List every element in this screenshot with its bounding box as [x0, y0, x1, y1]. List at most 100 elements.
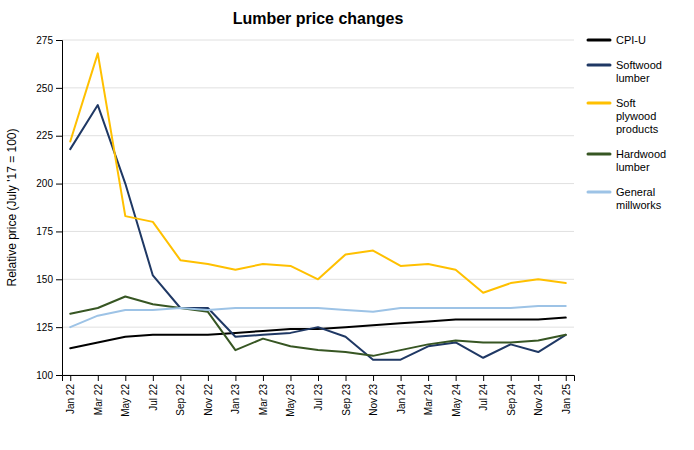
y-tick-label: 125 [36, 322, 53, 333]
x-tick: Mar 23 [258, 375, 269, 415]
y-tick-mark [56, 231, 62, 232]
lines [70, 53, 565, 359]
x-tick-label: Nov 22 [203, 384, 214, 416]
x-tick: Sep 24 [506, 375, 517, 416]
x-tick: Sep 22 [175, 375, 186, 416]
x-tick-label: May 24 [451, 384, 462, 417]
legend-label: Generalmillworks [616, 186, 662, 211]
x-tick: Sep 23 [341, 375, 352, 416]
y-tick: 175 [36, 226, 62, 237]
x-tick-label: Nov 24 [533, 384, 544, 416]
grid-line [62, 135, 574, 136]
legend-item: Hardwoodlumber [588, 148, 666, 173]
legend-label-line: plywood [616, 110, 656, 122]
x-tick: Jan 25 [561, 375, 572, 414]
x-tick: Nov 24 [533, 375, 544, 416]
grid-line [62, 183, 574, 184]
y-tick-mark [56, 40, 62, 41]
x-tick-label: Nov 23 [368, 384, 379, 416]
y-tick: 275 [36, 35, 62, 46]
y-tick-label: 225 [36, 130, 53, 141]
legend-label-line: Softwood [616, 59, 662, 71]
legend-label-line: lumber [616, 72, 650, 84]
legend-label: Softplywoodproducts [616, 97, 659, 135]
series-line [70, 53, 565, 292]
grid [62, 40, 574, 375]
x-tick: Mar 24 [423, 375, 434, 415]
legend-label-line: General [616, 186, 655, 198]
x-tick: Jan 22 [65, 375, 76, 414]
series-line [70, 297, 565, 356]
y-tick: 225 [36, 130, 62, 141]
x-tick-label: Jan 23 [230, 384, 241, 414]
legend-label-line: CPI-U [616, 34, 646, 46]
x-tick-mark [180, 375, 181, 381]
grid-line [62, 40, 574, 41]
x-tick-label: Jan 22 [65, 384, 76, 414]
y-tick: 250 [36, 83, 62, 94]
y-tick: 100 [36, 370, 62, 381]
y-tick-label: 250 [36, 83, 53, 94]
y-tick-mark [56, 375, 62, 376]
legend-item: CPI-U [588, 34, 646, 46]
legend-swatch [588, 39, 610, 42]
x-tick-label: Sep 23 [341, 384, 352, 416]
x-tick: Jul 24 [478, 375, 489, 411]
x-tick-label: Jan 24 [396, 384, 407, 414]
legend-label: Hardwoodlumber [616, 148, 666, 173]
x-tick-label: Mar 24 [423, 384, 434, 416]
title: Lumber price changes [233, 10, 404, 27]
y-tick: 125 [36, 322, 62, 333]
x-tick-mark [235, 375, 236, 381]
y-tick-label: 100 [36, 370, 53, 381]
x-tick-label: Sep 22 [175, 384, 186, 416]
legend-item: Softplywoodproducts [588, 97, 659, 135]
x-tick-label: Jul 23 [313, 384, 324, 411]
y-tick-mark [56, 327, 62, 328]
series-line [70, 105, 565, 360]
x-tick-label: Jul 24 [478, 384, 489, 411]
y-tick: 150 [36, 274, 62, 285]
x-tick-mark [208, 375, 209, 381]
y-tick-label: 175 [36, 226, 53, 237]
x-tick-mark [290, 375, 291, 381]
x-tick-label: Mar 23 [258, 384, 269, 416]
legend-label-line: Soft [616, 97, 636, 109]
legend-item: Softwoodlumber [588, 59, 662, 84]
legend-swatch [588, 102, 610, 105]
y-tick-mark [56, 279, 62, 280]
x-tick: Nov 23 [368, 375, 379, 416]
y-tick-label: 150 [36, 274, 53, 285]
legend-label: Softwoodlumber [616, 59, 662, 84]
x-tick-mark [428, 375, 429, 381]
x-tick: Jan 23 [230, 375, 241, 414]
x-axis: Jan 22Mar 22May 22Jul 22Sep 22Nov 22Jan … [63, 375, 575, 417]
y-tick-mark [56, 136, 62, 137]
x-tick-label: Sep 24 [506, 384, 517, 416]
x-tick: May 23 [285, 375, 296, 417]
grid-line [62, 87, 574, 88]
x-axis-line [63, 376, 575, 382]
legend: CPI-USoftwoodlumberSoftplywoodproductsHa… [588, 34, 666, 211]
x-tick: Mar 22 [93, 375, 104, 415]
y-tick: 200 [36, 178, 62, 189]
x-tick-mark [263, 375, 264, 381]
y-axis-line [56, 41, 63, 376]
legend-label-line: lumber [616, 161, 650, 173]
x-tick-mark [538, 375, 539, 381]
x-tick: May 24 [451, 375, 462, 417]
series-line [70, 306, 565, 327]
y-tick-label: 275 [36, 35, 53, 46]
legend-swatch [588, 153, 610, 156]
x-tick-mark [483, 375, 484, 381]
x-tick-label: Jul 22 [148, 384, 159, 411]
x-tick-label: May 23 [285, 384, 296, 417]
series-line [70, 318, 565, 349]
x-tick: Jan 24 [396, 375, 407, 414]
x-tick: Nov 22 [203, 375, 214, 416]
y-axis: 100 125 150 175 200 225 250 275 [36, 35, 62, 381]
legend-label-line: millworks [616, 199, 662, 211]
y-tick-mark [56, 184, 62, 185]
x-tick-mark [346, 375, 347, 381]
x-tick-mark [125, 375, 126, 381]
